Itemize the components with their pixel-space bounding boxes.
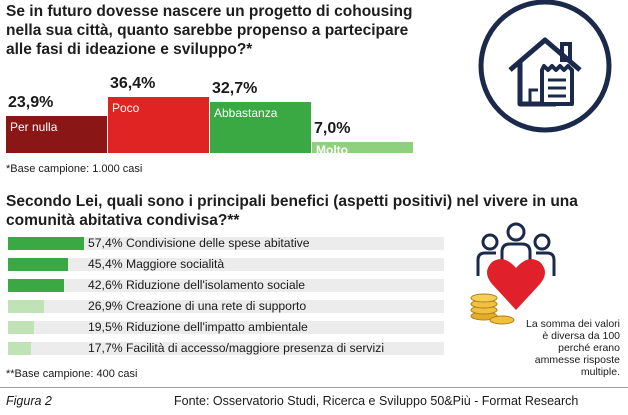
bar-category-label: Poco [112,100,140,115]
row-bar-3 [8,300,44,313]
row-label: 42,6% Riduzione dell'isolamento sociale [88,278,306,292]
bar-0: Per nulla [6,115,107,153]
people-heart-coins-icon [470,222,556,325]
row-label: 17,7% Facilità di accesso/maggiore prese… [88,341,385,355]
multiple-answers-note: La somma dei valori è diversa da 100 per… [526,318,620,378]
row-track [8,342,444,355]
row-bar-1 [8,258,68,271]
question-1-title: Se in futuro dovesse nascere un progetto… [6,3,413,58]
row-bar-5 [8,342,32,355]
bar-1: Poco [108,96,209,153]
bar-3: Molto [312,142,413,157]
bar-value-label: 23,9% [8,93,54,111]
row-bar-0 [8,237,84,250]
bar-2: Abbastanza [210,102,311,153]
base-note-2: **Base campione: 400 casi [6,368,138,380]
row-bar-2 [8,279,65,292]
bar-value-label: 36,4% [110,74,156,92]
row-track [8,258,444,271]
bar-value-label: 7,0% [314,120,351,138]
row-bar-4 [8,321,34,334]
bar-value-label: 32,7% [212,80,258,98]
row-label: 57,4% Condivisione delle spese abitative [88,236,310,250]
figure-label: Figura 2 [6,394,52,408]
row-label: 26,9% Creazione di una rete di supporto [88,299,307,313]
bar-category-label: Per nulla [10,119,58,134]
bar-category-label: Abbastanza [214,106,278,121]
house-receipt-icon [478,0,612,133]
bar-category-label: Molto [316,143,348,158]
row-label: 45,4% Maggiore socialità [88,257,225,271]
base-note-1: *Base campione: 1.000 casi [6,163,143,175]
footer-divider [0,387,628,388]
source-text: Fonte: Osservatorio Studi, Ricerca e Svi… [174,394,579,408]
row-track [8,237,444,250]
row-track [8,279,444,292]
row-label: 19,5% Riduzione dell'impatto ambientale [88,320,308,334]
row-track [8,321,444,334]
question-2-title: Secondo Lei, quali sono i principali ben… [6,193,578,229]
row-track [8,300,444,313]
